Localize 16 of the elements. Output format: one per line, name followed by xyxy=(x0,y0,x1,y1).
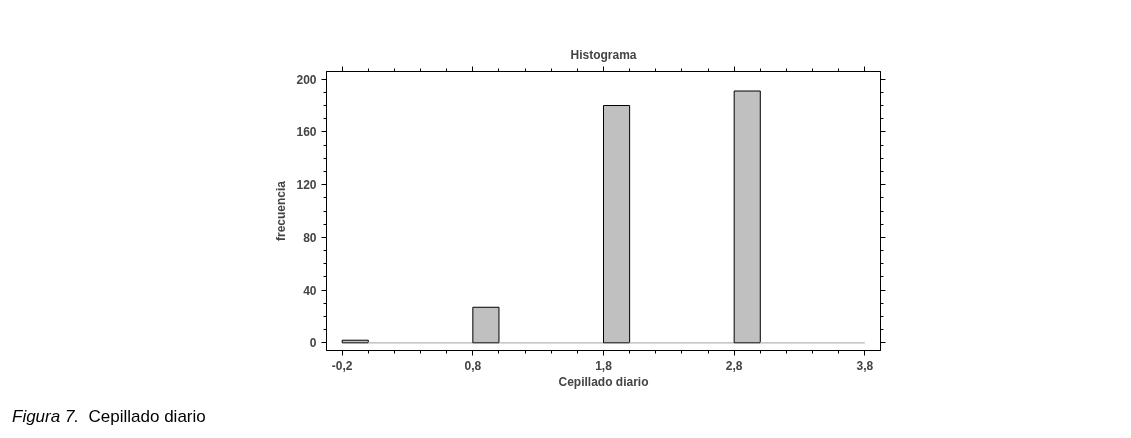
y-axis-title: frecuencia xyxy=(274,180,289,242)
x-axis-title: Cepillado diario xyxy=(558,374,649,389)
text: Figura 7. xyxy=(12,407,80,426)
text: Cepillado diario xyxy=(88,407,206,426)
y-tick-label: 0 xyxy=(309,336,317,351)
chart-title: Histograma xyxy=(570,47,637,62)
y-tick-label: 200 xyxy=(296,72,317,87)
x-tick-label: 1,8 xyxy=(595,358,613,373)
x-tick-label: -0,2 xyxy=(331,358,353,373)
y-tick-label: 120 xyxy=(296,178,317,193)
x-tick-label: 3,8 xyxy=(856,358,874,373)
x-tick-label: 2,8 xyxy=(725,358,743,373)
y-tick-label: 40 xyxy=(303,283,317,298)
x-tick-label: 0,8 xyxy=(464,358,482,373)
y-tick-label: 160 xyxy=(296,125,317,140)
y-tick-label: 80 xyxy=(303,230,317,245)
